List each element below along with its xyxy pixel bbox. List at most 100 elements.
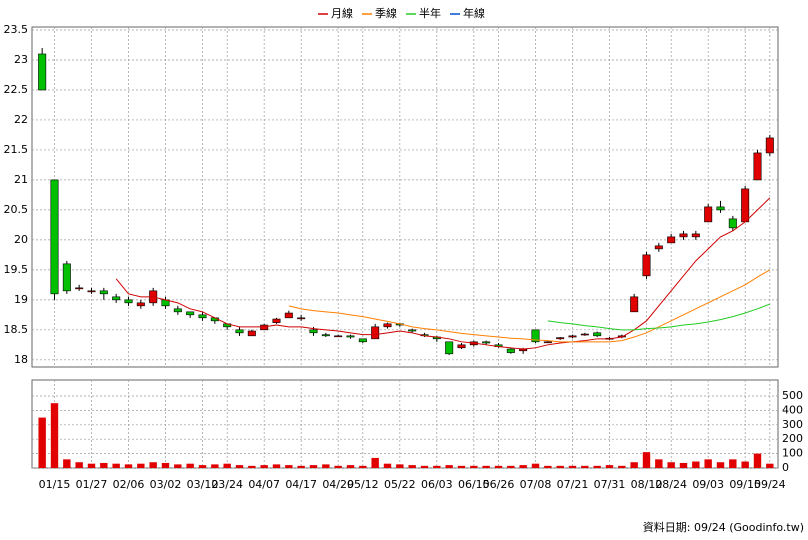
volume-bar — [186, 463, 194, 468]
y2-tick-label: 0 — [782, 461, 789, 474]
candle-body — [173, 308, 182, 313]
x-tick-label: 07/21 — [557, 478, 589, 491]
volume-bar — [445, 465, 453, 468]
volume-bar — [235, 465, 244, 468]
x-tick-label: 01/27 — [76, 478, 108, 491]
candle-body — [124, 299, 133, 304]
candle-body — [358, 338, 367, 343]
candle-body — [642, 254, 651, 277]
volume-bar — [679, 462, 688, 468]
volume-bar — [704, 459, 712, 468]
x-tick-label: 09/24 — [754, 478, 786, 491]
candle-body — [593, 332, 602, 337]
volume-bar — [482, 465, 490, 468]
y-tick-label: 18.5 — [4, 323, 29, 336]
volume-bar — [605, 465, 614, 468]
volume-bar — [359, 465, 367, 468]
candle-body — [716, 206, 725, 211]
volume-bar — [322, 464, 330, 468]
ma-line — [288, 269, 771, 343]
x-tick-label: 06/15 — [458, 478, 490, 491]
candle-body — [506, 348, 515, 353]
candle-body — [99, 290, 108, 295]
ma-line — [547, 303, 771, 331]
volume-bar — [137, 463, 145, 468]
candle-body — [346, 335, 355, 338]
x-tick-label: 05/12 — [347, 478, 379, 491]
x-tick-label: 09/15 — [729, 478, 761, 491]
candle-body — [309, 329, 318, 334]
y-tick-label: 20.5 — [4, 203, 29, 216]
volume-bar — [50, 403, 59, 468]
candle-body — [112, 296, 121, 301]
candle-body — [753, 152, 762, 181]
volume-bar — [297, 465, 305, 468]
volume-bar — [581, 465, 589, 468]
volume-bar — [519, 465, 527, 468]
candle-body — [568, 335, 577, 338]
volume-bar — [556, 465, 564, 468]
volume-bar — [285, 465, 293, 468]
volume-bar — [753, 453, 762, 468]
volume-bar — [544, 465, 552, 468]
volume-frame — [31, 379, 779, 469]
candle-body — [50, 179, 59, 295]
volume-bar — [630, 462, 638, 468]
volume-bar — [568, 465, 577, 468]
volume-bar — [531, 463, 540, 468]
candle-body — [482, 341, 491, 344]
y-tick-label: 19 — [14, 293, 28, 306]
x-tick-label: 03/02 — [150, 478, 182, 491]
volume-bar — [494, 465, 503, 468]
volume-bar — [198, 465, 207, 468]
candle-body — [630, 296, 639, 313]
y2-tick-label: 300 — [782, 418, 803, 431]
candle-body — [741, 188, 750, 223]
y2-tick-label: 400 — [782, 403, 803, 416]
volume-bar — [457, 465, 466, 468]
volume-bar — [124, 464, 133, 468]
volume-bar — [87, 463, 96, 468]
volume-bar — [346, 465, 355, 468]
volume-bar — [383, 463, 392, 468]
volume-bar — [309, 465, 318, 468]
x-tick-label: 08/12 — [631, 478, 663, 491]
candle-body — [654, 245, 663, 250]
volume-bar — [692, 461, 700, 468]
candle-body — [334, 335, 343, 338]
volume-bar — [716, 462, 725, 468]
y-tick-label: 23.5 — [4, 23, 29, 36]
candle-body — [186, 311, 195, 316]
volume-bar — [618, 465, 626, 468]
x-tick-label: 02/06 — [113, 478, 145, 491]
volume-bar — [75, 462, 83, 468]
candle-body — [543, 341, 552, 344]
volume-bar — [112, 463, 120, 468]
ma-line — [115, 197, 771, 350]
y2-tick-label: 100 — [782, 447, 803, 460]
volume-bar — [470, 465, 478, 468]
y-tick-label: 21.5 — [4, 143, 29, 156]
candle-body — [531, 329, 540, 343]
y-tick-label: 22.5 — [4, 83, 29, 96]
candle-body — [62, 263, 71, 292]
volume-bar — [149, 462, 157, 468]
candle-body — [136, 302, 145, 307]
x-tick-label: 07/08 — [520, 478, 552, 491]
price-frame — [31, 26, 779, 368]
candle-body — [556, 337, 565, 340]
footnote: 資料日期: 09/24 (Goodinfo.tw) — [643, 520, 804, 534]
candle-body — [75, 287, 84, 290]
volume-bar — [766, 463, 774, 468]
x-tick-label: 05/22 — [384, 478, 416, 491]
x-tick-label: 06/03 — [421, 478, 453, 491]
x-tick-label: 07/31 — [594, 478, 626, 491]
legend-label: 季線 — [375, 6, 397, 20]
volume-bar — [507, 465, 515, 468]
candle-body — [408, 329, 417, 332]
y-tick-label: 18 — [14, 353, 28, 366]
candle-body — [704, 206, 713, 223]
volume-bar — [63, 459, 71, 468]
y2-tick-label: 500 — [782, 389, 803, 402]
